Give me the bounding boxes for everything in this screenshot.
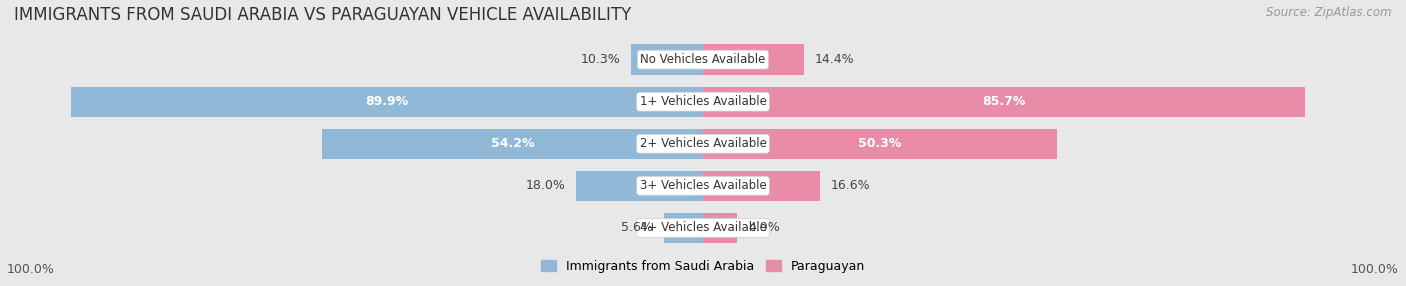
Text: 4.9%: 4.9%	[748, 221, 780, 234]
Text: 1+ Vehicles Available: 1+ Vehicles Available	[640, 95, 766, 108]
Text: 5.6%: 5.6%	[621, 221, 652, 234]
Text: Source: ZipAtlas.com: Source: ZipAtlas.com	[1267, 6, 1392, 19]
Bar	[630, 45, 703, 75]
Bar	[576, 171, 703, 201]
Bar	[664, 213, 703, 243]
Bar	[322, 129, 703, 159]
Text: 16.6%: 16.6%	[830, 179, 870, 192]
Bar	[703, 213, 738, 243]
Text: 10.3%: 10.3%	[581, 53, 620, 66]
Text: IMMIGRANTS FROM SAUDI ARABIA VS PARAGUAYAN VEHICLE AVAILABILITY: IMMIGRANTS FROM SAUDI ARABIA VS PARAGUAY…	[14, 6, 631, 24]
Text: 2+ Vehicles Available: 2+ Vehicles Available	[640, 137, 766, 150]
Bar	[70, 87, 703, 117]
Bar	[703, 129, 1057, 159]
Text: 14.4%: 14.4%	[815, 53, 855, 66]
Text: No Vehicles Available: No Vehicles Available	[640, 53, 766, 66]
Legend: Immigrants from Saudi Arabia, Paraguayan: Immigrants from Saudi Arabia, Paraguayan	[536, 255, 870, 278]
Bar	[703, 45, 804, 75]
Text: 3+ Vehicles Available: 3+ Vehicles Available	[640, 179, 766, 192]
Text: 54.2%: 54.2%	[491, 137, 534, 150]
Text: 100.0%: 100.0%	[1351, 263, 1399, 276]
Bar	[703, 87, 1305, 117]
Text: 85.7%: 85.7%	[983, 95, 1026, 108]
Text: 89.9%: 89.9%	[366, 95, 409, 108]
Bar	[703, 171, 820, 201]
Text: 50.3%: 50.3%	[858, 137, 901, 150]
Text: 4+ Vehicles Available: 4+ Vehicles Available	[640, 221, 766, 234]
Text: 18.0%: 18.0%	[526, 179, 565, 192]
Text: 100.0%: 100.0%	[7, 263, 55, 276]
